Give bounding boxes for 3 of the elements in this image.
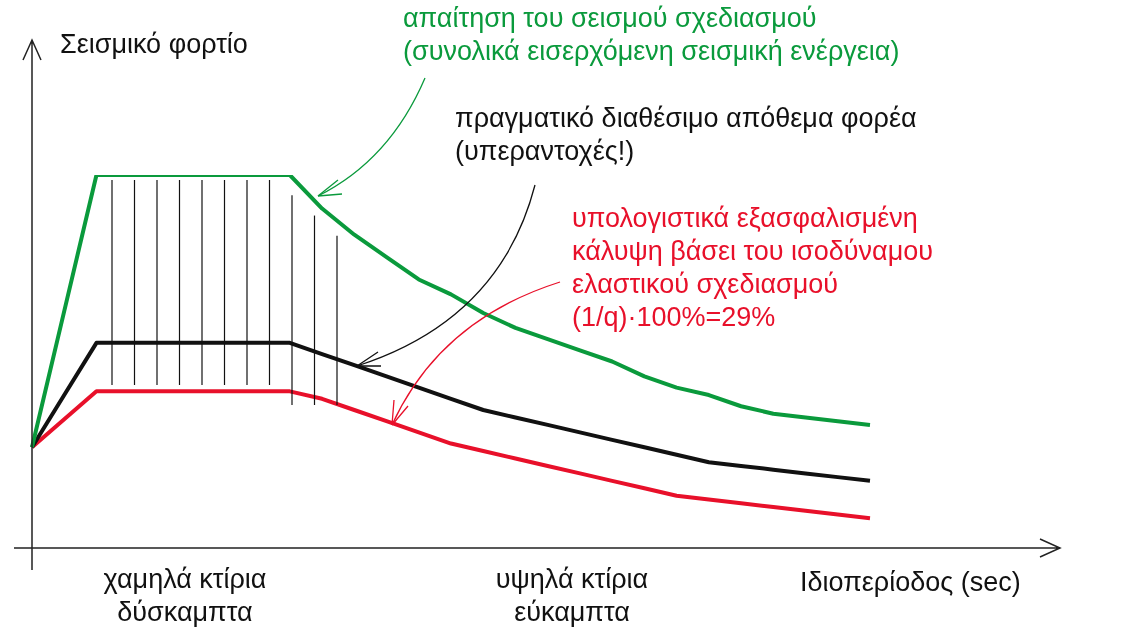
text: χαμηλά κτίρια δύσκαμπτα [102,563,268,629]
text: υψηλά κτίρια εύκαμπτα [494,563,650,629]
x-axis-title: Ιδιοπερίοδος (sec) [800,566,1021,599]
